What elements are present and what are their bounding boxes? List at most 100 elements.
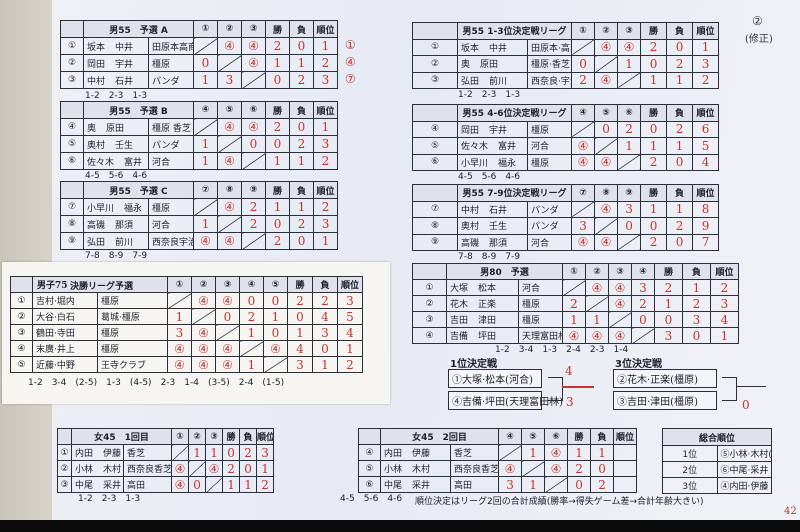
losses-count: 2 <box>666 120 694 138</box>
club-name: 西奈良香芝 <box>449 460 500 477</box>
wins-header: 勝 <box>265 20 290 38</box>
losses-count: 0 <box>289 37 314 55</box>
rank-header: 順位 <box>692 22 720 40</box>
match-order-item: 1-2 <box>495 345 510 355</box>
wins-count: 2 <box>265 118 290 136</box>
wins-count: 1 <box>640 71 668 89</box>
match-result: 1 <box>167 308 192 325</box>
wins-count: 3 <box>287 356 313 373</box>
match-order-item: (4-5) <box>129 378 152 388</box>
match-result: ④ <box>562 327 586 344</box>
match-result <box>205 476 224 493</box>
losses-count: 0 <box>239 460 258 477</box>
overall-team: ⑤小林·木村(西奈良香芝) <box>716 445 772 462</box>
league-table-w45-1: 女45 1回目 ① ② ③ 勝負順位 ① 内田 伊藤 香芝 1 1 0 2 3 ② 小林 木村 西奈良香芝 ④ ④ 2 0… <box>57 428 275 493</box>
league-table-m55-13: 男55 1-3位決定戦リーグ①②③勝負順位①坂本中井田原本·高商④④201②奥原… <box>412 22 720 89</box>
club-name: 橿原 <box>97 340 168 357</box>
player-1-name: 花木 <box>450 300 469 310</box>
match-order: 4-5 5-6 4-6 <box>85 171 156 181</box>
final-3-bracket <box>722 377 737 401</box>
match-result: 0 <box>239 292 264 309</box>
match-result: 1 <box>562 311 586 328</box>
club-name: 河合 <box>526 137 573 155</box>
entry-number: ④ <box>10 340 33 357</box>
rank-value: 4 <box>337 324 363 341</box>
losses-count: 0 <box>590 460 615 477</box>
table-row: ④ 内田 伊藤 香芝 1 ④ 1 1 <box>358 444 638 461</box>
rank-header: 順位 <box>313 101 338 119</box>
overall-place: 3位 <box>662 477 718 494</box>
match-result <box>239 340 264 357</box>
match-order-item: 7-8 <box>458 252 473 262</box>
table-row: ① 大塚 松本 河合 ④ ④ 3 2 1 2 <box>412 279 739 296</box>
player-names: 中村 石井 <box>83 71 149 89</box>
column-header-3: ③ <box>205 428 224 445</box>
table-row: ④ 岡田 宇井 橿原 0 2 0 2 6 <box>412 120 720 138</box>
player-2-name: 原田 <box>480 60 499 71</box>
player-1-name: 中尾 <box>75 481 94 491</box>
final-3-score-2: 0 <box>742 398 750 412</box>
player-names: 小林 木村 <box>380 460 451 477</box>
match-order-item: 2-3 <box>101 494 117 504</box>
rank-value: 2 <box>710 279 739 296</box>
match-order: 1-2 2-3 1-3 <box>78 494 149 504</box>
match-result: 0 <box>263 324 288 341</box>
losses-count: 2 <box>289 215 315 233</box>
player-2-name: 前川 <box>115 237 134 248</box>
column-header-4: ④ <box>239 276 264 293</box>
match-result: ④ <box>191 324 216 341</box>
player-names: 岡田 宇井 <box>83 54 149 72</box>
match-result <box>193 118 218 136</box>
club-name: 高田 <box>449 476 500 493</box>
table-row: ③ 中村 石井 パンダ 1 3 0 2 3 <box>60 71 338 89</box>
losses-count: 2 <box>666 217 694 235</box>
match-order: 1-2 3-4 1-3 2-4 2-3 1-4 <box>495 345 637 355</box>
match-result: 0 <box>631 311 655 328</box>
player-1-name: 大塚 <box>450 284 469 294</box>
match-order-item: 8-9 <box>108 251 124 261</box>
entry-number: ⑥ <box>358 476 381 493</box>
player-2-name: 伊藤 <box>103 449 122 459</box>
match-result <box>241 232 267 250</box>
header-blank <box>60 101 84 119</box>
match-result: ④ <box>263 340 288 357</box>
match-result <box>217 215 243 233</box>
column-header-1: ① <box>562 263 586 280</box>
player-names: 花木 正楽 <box>446 295 519 312</box>
match-result: ④ <box>585 327 609 344</box>
match-result: ④ <box>241 118 266 136</box>
league-table-m55-a: 男55 予選 A ① ② ③ 勝負順位 ① 坂本 中井 田原本高商 ④ ④ 2 0 1 ② 岡田 宇井 橿原 0 ④ 1… <box>60 20 338 89</box>
wins-count: 1 <box>287 324 313 341</box>
entry-number: ① <box>57 444 72 461</box>
rank-value: 1 <box>313 37 338 55</box>
photo-border <box>0 520 800 532</box>
table-row: ② 岡田 宇井 橿原 0 ④ 1 1 2 <box>60 54 338 72</box>
wins-count: 2 <box>654 279 683 296</box>
player-names: 奥原田 <box>83 118 149 136</box>
final-1-winner-line <box>562 386 594 388</box>
table-row: ⑧ 奥村 壬生 パンダ 3 0 0 2 9 <box>412 217 720 235</box>
losses-header: 負 <box>666 104 694 122</box>
rank-value: 1 <box>692 38 720 56</box>
margin-annotation: ① <box>345 38 356 52</box>
entry-number: ① <box>412 279 447 296</box>
player-2-name: 富井 <box>498 142 517 153</box>
player-2-name: 中井 <box>115 42 134 53</box>
match-order: 1-2 2-3 1-3 <box>85 91 156 101</box>
losses-count: 1 <box>666 200 694 218</box>
final-1-bracket <box>548 377 563 401</box>
entry-number: ③ <box>57 476 72 493</box>
match-result: ④ <box>171 476 190 493</box>
match-result: 0 <box>188 476 207 493</box>
player-1-name: 坂本 <box>87 42 106 53</box>
match-order-item: 7-9 <box>505 252 521 262</box>
match-result: ④ <box>608 279 632 296</box>
club-name: 王寺クラブ <box>97 356 168 373</box>
club-name: パンダ <box>148 71 194 89</box>
rank-value: 4 <box>692 153 720 171</box>
match-result: 2 <box>631 295 655 312</box>
table-row: ⑦ 小早川 福永 橿原 ④ 2 1 1 2 <box>60 198 339 216</box>
wins-count: 0 <box>567 476 592 493</box>
match-order-item: 1-3 <box>542 345 558 355</box>
match-result: ④ <box>608 327 632 344</box>
